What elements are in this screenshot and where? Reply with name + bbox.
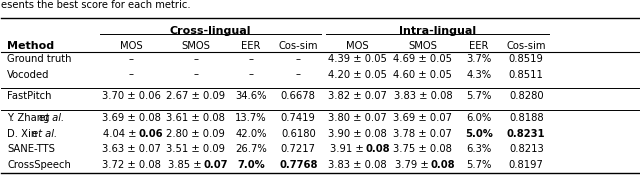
Text: 3.83 ± 0.08: 3.83 ± 0.08 bbox=[394, 91, 452, 101]
Text: 3.80 ± 0.07: 3.80 ± 0.07 bbox=[328, 113, 387, 123]
Text: 26.7%: 26.7% bbox=[235, 144, 267, 154]
Text: 3.69 ± 0.08: 3.69 ± 0.08 bbox=[102, 113, 161, 123]
Text: 3.82 ± 0.07: 3.82 ± 0.07 bbox=[328, 91, 387, 101]
Text: –: – bbox=[129, 70, 134, 80]
Text: FastPitch: FastPitch bbox=[7, 91, 52, 101]
Text: –: – bbox=[296, 54, 301, 64]
Text: –: – bbox=[129, 54, 134, 64]
Text: 3.7%: 3.7% bbox=[467, 54, 492, 64]
Text: 3.70 ± 0.06: 3.70 ± 0.06 bbox=[102, 91, 161, 101]
Text: 3.78 ± 0.07: 3.78 ± 0.07 bbox=[394, 129, 452, 139]
Text: 0.6180: 0.6180 bbox=[281, 129, 316, 139]
Text: 0.08: 0.08 bbox=[431, 160, 455, 170]
Text: 42.0%: 42.0% bbox=[236, 129, 267, 139]
Text: esents the best score for each metric.: esents the best score for each metric. bbox=[1, 0, 190, 10]
Text: 4.04 ±: 4.04 ± bbox=[103, 129, 140, 139]
Text: 3.72 ± 0.08: 3.72 ± 0.08 bbox=[102, 160, 161, 170]
Text: 5.7%: 5.7% bbox=[467, 160, 492, 170]
Text: 4.69 ± 0.05: 4.69 ± 0.05 bbox=[394, 54, 452, 64]
Text: 34.6%: 34.6% bbox=[236, 91, 267, 101]
Text: EER: EER bbox=[241, 41, 260, 51]
Text: 0.7217: 0.7217 bbox=[281, 144, 316, 154]
Text: 2.67 ± 0.09: 2.67 ± 0.09 bbox=[166, 91, 225, 101]
Text: SMOS: SMOS bbox=[181, 41, 210, 51]
Text: Vocoded: Vocoded bbox=[7, 70, 49, 80]
Text: 0.8188: 0.8188 bbox=[509, 113, 543, 123]
Text: 0.6678: 0.6678 bbox=[281, 91, 316, 101]
Text: 13.7%: 13.7% bbox=[236, 113, 267, 123]
Text: 0.8511: 0.8511 bbox=[509, 70, 544, 80]
Text: et al.: et al. bbox=[31, 129, 57, 139]
Text: 3.51 ± 0.09: 3.51 ± 0.09 bbox=[166, 144, 225, 154]
Text: Ground truth: Ground truth bbox=[7, 54, 72, 64]
Text: MOS: MOS bbox=[346, 41, 369, 51]
Text: Cos-sim: Cos-sim bbox=[278, 41, 318, 51]
Text: –: – bbox=[193, 54, 198, 64]
Text: 4.3%: 4.3% bbox=[467, 70, 492, 80]
Text: 2.80 ± 0.09: 2.80 ± 0.09 bbox=[166, 129, 225, 139]
Text: 3.61 ± 0.08: 3.61 ± 0.08 bbox=[166, 113, 225, 123]
Text: EER: EER bbox=[469, 41, 489, 51]
Text: 0.7419: 0.7419 bbox=[281, 113, 316, 123]
Text: 0.8231: 0.8231 bbox=[507, 129, 545, 139]
Text: 3.63 ± 0.07: 3.63 ± 0.07 bbox=[102, 144, 161, 154]
Text: –: – bbox=[296, 70, 301, 80]
Text: 3.83 ± 0.08: 3.83 ± 0.08 bbox=[328, 160, 387, 170]
Text: 0.07: 0.07 bbox=[204, 160, 228, 170]
Text: 6.0%: 6.0% bbox=[467, 113, 492, 123]
Text: 7.0%: 7.0% bbox=[237, 160, 265, 170]
Text: 0.8213: 0.8213 bbox=[509, 144, 543, 154]
Text: 0.06: 0.06 bbox=[139, 129, 163, 139]
Text: SANE-TTS: SANE-TTS bbox=[7, 144, 55, 154]
Text: 3.85 ±: 3.85 ± bbox=[168, 160, 205, 170]
Text: 3.75 ± 0.08: 3.75 ± 0.08 bbox=[394, 144, 452, 154]
Text: 3.79 ±: 3.79 ± bbox=[395, 160, 431, 170]
Text: Intra-lingual: Intra-lingual bbox=[399, 26, 476, 36]
Text: –: – bbox=[248, 54, 253, 64]
Text: 0.8519: 0.8519 bbox=[509, 54, 544, 64]
Text: 0.08: 0.08 bbox=[365, 144, 390, 154]
Text: –: – bbox=[193, 70, 198, 80]
Text: Cross-lingual: Cross-lingual bbox=[170, 26, 252, 36]
Text: D. Xin: D. Xin bbox=[7, 129, 40, 139]
Text: 0.8280: 0.8280 bbox=[509, 91, 543, 101]
Text: 3.91 ±: 3.91 ± bbox=[330, 144, 366, 154]
Text: CrossSpeech: CrossSpeech bbox=[7, 160, 71, 170]
Text: 3.69 ± 0.07: 3.69 ± 0.07 bbox=[394, 113, 452, 123]
Text: 6.3%: 6.3% bbox=[467, 144, 492, 154]
Text: SMOS: SMOS bbox=[408, 41, 437, 51]
Text: 0.7768: 0.7768 bbox=[279, 160, 317, 170]
Text: Method: Method bbox=[7, 41, 54, 51]
Text: 5.7%: 5.7% bbox=[467, 91, 492, 101]
Text: –: – bbox=[248, 70, 253, 80]
Text: et al.: et al. bbox=[38, 113, 64, 123]
Text: 5.0%: 5.0% bbox=[465, 129, 493, 139]
Text: 4.39 ± 0.05: 4.39 ± 0.05 bbox=[328, 54, 387, 64]
Text: 0.8197: 0.8197 bbox=[509, 160, 544, 170]
Text: MOS: MOS bbox=[120, 41, 142, 51]
Text: 4.60 ± 0.05: 4.60 ± 0.05 bbox=[394, 70, 452, 80]
Text: 3.90 ± 0.08: 3.90 ± 0.08 bbox=[328, 129, 387, 139]
Text: 4.20 ± 0.05: 4.20 ± 0.05 bbox=[328, 70, 387, 80]
Text: Y. Zhang: Y. Zhang bbox=[7, 113, 52, 123]
Text: Cos-sim: Cos-sim bbox=[506, 41, 546, 51]
